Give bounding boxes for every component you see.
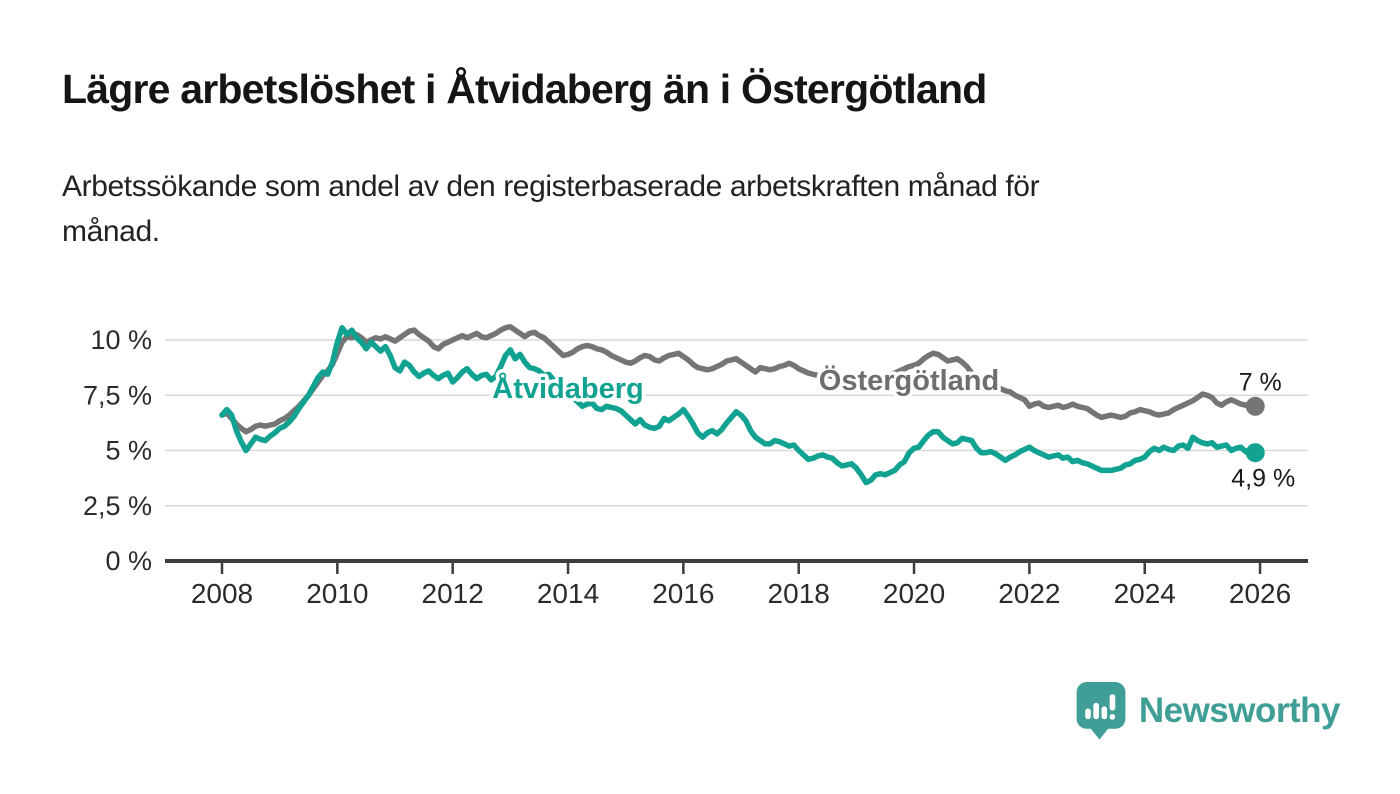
x-tick-label: 2014: [537, 578, 599, 609]
chart-subtitle: Arbetssökande som andel av den registerb…: [62, 164, 1040, 254]
x-tick-label: 2020: [883, 578, 945, 609]
series-label-åtvidaberg: Åtvidaberg: [492, 372, 643, 405]
x-tick-label: 2008: [191, 578, 253, 609]
x-tick-label: 2018: [768, 578, 830, 609]
y-tick-label: 0 %: [105, 546, 152, 576]
x-tick-label: 2022: [998, 578, 1060, 609]
end-value-label-östergötland: 7 %: [1239, 368, 1282, 396]
end-value-label-åtvidaberg: 4,9 %: [1231, 465, 1295, 493]
bar-chart-glyph: [1085, 694, 1116, 720]
x-tick-label: 2016: [652, 578, 714, 609]
series-label-östergötland: Östergötland: [819, 364, 999, 397]
end-dot-åtvidaberg: [1245, 443, 1265, 463]
speech-bubble-shape: [1076, 682, 1126, 740]
x-tick-label: 2010: [306, 578, 368, 609]
x-tick-label: 2012: [422, 578, 484, 609]
x-tick-label: 2026: [1229, 578, 1291, 609]
y-tick-label: 10 %: [90, 325, 152, 355]
series-line-åtvidaberg: [219, 325, 1259, 486]
newsworthy-logo-icon: [1076, 682, 1126, 740]
series-line-östergötland: [219, 323, 1259, 435]
subtitle-line-1: Arbetssökande som andel av den registerb…: [62, 170, 1040, 203]
page-title: Lägre arbetslöshet i Åtvidaberg än i Öst…: [62, 66, 987, 112]
newsworthy-logo: Newsworthy: [1076, 682, 1341, 740]
subtitle-line-2: månad.: [62, 215, 160, 248]
x-tick-label: 2024: [1114, 578, 1176, 609]
y-tick-label: 5 %: [105, 436, 152, 466]
end-dot-östergötland: [1245, 396, 1265, 416]
newsworthy-brand-text: Newsworthy: [1138, 691, 1341, 730]
y-tick-label: 2,5 %: [83, 491, 152, 521]
y-tick-label: 7,5 %: [83, 380, 152, 410]
